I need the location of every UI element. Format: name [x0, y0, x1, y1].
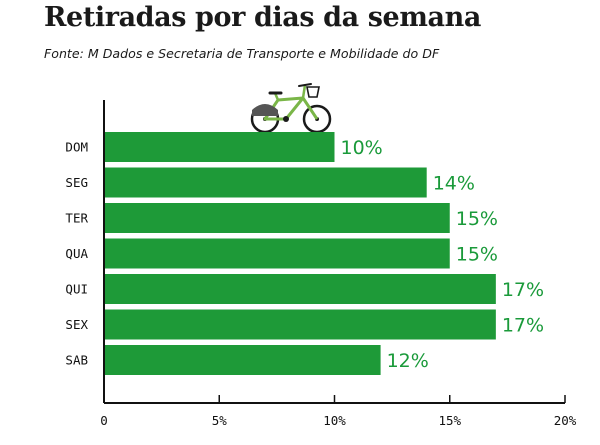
category-label-dom: DOM: [65, 140, 88, 155]
bar-seg: [104, 167, 427, 198]
category-label-sex: SEX: [65, 317, 88, 332]
x-tick-label: 0: [100, 413, 108, 428]
value-label-sex: 17%: [502, 315, 544, 337]
bar-sab: [104, 345, 381, 375]
bar-qui: [104, 274, 496, 304]
category-label-ter: TER: [65, 211, 88, 226]
category-label-seg: SEG: [65, 175, 88, 190]
value-label-qua: 15%: [456, 244, 498, 266]
value-label-seg: 14%: [433, 173, 475, 195]
chart-title: Retiradas por dias da semana: [44, 2, 481, 33]
category-label-sab: SAB: [65, 353, 88, 368]
chart-subtitle: Fonte: M Dados e Secretaria de Transport…: [44, 46, 440, 61]
bar-sex: [104, 309, 496, 340]
category-label-qua: QUA: [65, 246, 88, 261]
value-label-dom: 10%: [341, 137, 383, 159]
x-tick-label: 15%: [438, 413, 461, 428]
bar-dom: [104, 132, 335, 162]
x-tick-label: 5%: [212, 413, 228, 428]
value-label-qui: 17%: [502, 279, 544, 301]
value-label-ter: 15%: [456, 208, 498, 230]
bar-qua: [104, 238, 450, 269]
value-label-sab: 12%: [387, 350, 429, 372]
x-tick-label: 20%: [554, 413, 577, 428]
bar-ter: [104, 203, 450, 233]
category-label-qui: QUI: [65, 282, 88, 297]
x-tick-label: 10%: [323, 413, 346, 428]
bicycle-icon: [250, 83, 332, 134]
